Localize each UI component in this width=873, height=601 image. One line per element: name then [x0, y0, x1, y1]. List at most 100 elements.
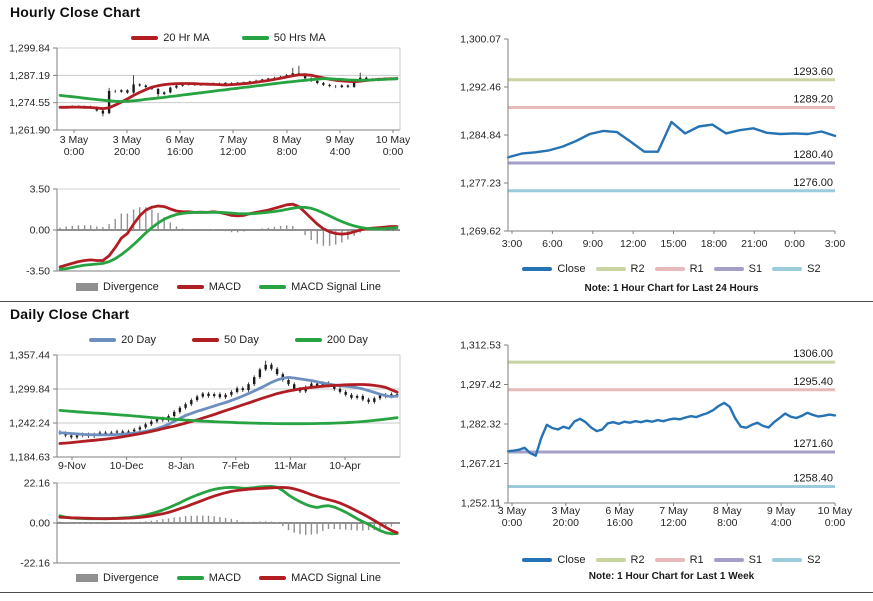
y-tick-label: 1,357.44 [9, 350, 50, 362]
r1-swatch [654, 267, 685, 271]
series-close [506, 401, 837, 457]
y-tick-label: 1,299.84 [9, 383, 50, 395]
x-tick-label: 0:00 [64, 146, 85, 158]
x-tick-label: 3 May [113, 134, 142, 146]
s2-label: S2 [807, 263, 821, 275]
close-label: Close [557, 263, 586, 275]
divergence-swatch [76, 574, 99, 582]
20-day-swatch [89, 338, 117, 342]
x-tick-label: 20:00 [553, 517, 579, 529]
y-tick-label: 1,242.24 [9, 417, 50, 429]
x-tick-label: 18:00 [701, 238, 727, 250]
x-tick-label: 8:00 [717, 517, 738, 529]
pivot-label-r2: 1306.00 [793, 348, 833, 360]
series-close [506, 120, 837, 159]
r1-label: R1 [689, 554, 704, 566]
daily-pivot-note: Note: 1 Hour Chart for Last 1 Week [588, 571, 755, 582]
r2-label: R2 [630, 554, 645, 566]
y-tick-label: 1,269.62 [460, 226, 501, 238]
series-50-day [58, 383, 399, 445]
series-macd [58, 202, 399, 269]
x-tick-label: 4:00 [771, 517, 792, 529]
legend-item-close: Close [522, 554, 586, 566]
x-tick-label: 16:00 [607, 517, 633, 529]
x-tick-label: 16:00 [167, 146, 193, 158]
legend-item-r2: R2 [595, 263, 645, 275]
y-tick-label: -3.50 [26, 266, 50, 278]
hourly-pivot-chart: 1293.60 1289.20 1280.40 1276.00 1,300.07 1,29… [460, 34, 846, 251]
candles [58, 360, 399, 440]
r1-swatch [654, 558, 685, 562]
s1-label: S1 [748, 554, 763, 566]
y-tick-label: 1,252.11 [461, 498, 501, 510]
x-tick-label: 6 May [166, 134, 195, 146]
y-tick-label: 1,184.63 [9, 452, 50, 464]
legend-item-r2: R2 [595, 554, 645, 566]
x-tick-label: 3 May [552, 505, 581, 517]
50-day-label: 50 Day [224, 334, 259, 346]
legend-item-200-day: 200 Day [294, 334, 368, 346]
legend-item-macd: MACD [176, 572, 241, 584]
x-tick-label: 6 May [605, 505, 634, 517]
y-tick-label: 1,274.55 [9, 97, 50, 109]
hourly-macd-chart: 3.50 0.00 -3.50 [26, 184, 400, 278]
y-tick-label: 0.00 [30, 225, 51, 237]
x-tick-label: 0:00 [383, 146, 404, 158]
macd-signal-line-swatch [259, 576, 287, 580]
x-tick-label: 12:00 [620, 238, 646, 250]
x-tick-label: 12:00 [220, 146, 246, 158]
x-tick-label: 9 May [326, 134, 355, 146]
legend-item-macd: MACD [176, 281, 241, 293]
daily-price-chart: 1,357.44 1,299.84 1,242.24 1,184.63 9-Nov 10-… [9, 350, 401, 472]
x-tick-label: 8:00 [277, 146, 298, 158]
y-tick-label: 1,299.84 [9, 43, 50, 55]
x-tick-label: 8 May [273, 134, 302, 146]
x-tick-label: 7-Feb [222, 460, 250, 472]
50-day-swatch [192, 338, 219, 342]
x-tick-label: 3:00 [825, 238, 846, 250]
y-tick-label: 3.50 [30, 184, 51, 196]
x-tick-label: 12:00 [660, 517, 686, 529]
hourly-price-legend: 20 Hr MA 50 Hrs MA [57, 31, 400, 45]
section-divider [0, 301, 873, 302]
s2-label: S2 [807, 554, 821, 566]
y-tick-label: 1,277.23 [460, 178, 501, 190]
x-tick-label: 8 May [713, 505, 742, 517]
legend-item-divergence: Divergence [76, 572, 159, 584]
divergence-bars [59, 515, 398, 535]
y-tick-label: 1,284.84 [460, 130, 501, 142]
legend-item-divergence: Divergence [76, 281, 159, 293]
x-tick-label: 10 May [818, 505, 853, 517]
s2-swatch [772, 558, 803, 562]
legend-item-50-day: 50 Day [192, 334, 259, 346]
s1-swatch [713, 558, 744, 562]
s1-swatch [713, 267, 744, 271]
series-macd [58, 484, 399, 536]
20-hr-ma-swatch [131, 36, 159, 40]
series-macd-signal-line [58, 205, 399, 271]
macd-signal-line-swatch [259, 285, 287, 289]
20-hr-ma-label: 20 Hr MA [163, 32, 210, 44]
50-hrs-ma-swatch [241, 36, 269, 40]
close-swatch [522, 558, 553, 562]
close-swatch [522, 267, 553, 271]
pivot-label-s1: 1280.40 [793, 149, 833, 161]
x-tick-label: 9:00 [583, 238, 604, 250]
x-tick-label: 3 May [498, 505, 527, 517]
macd-signal-line-label: MACD Signal Line [291, 572, 381, 584]
x-tick-label: 0:00 [825, 517, 846, 529]
y-tick-label: 1,287.19 [9, 70, 50, 82]
macd-swatch [176, 285, 204, 289]
x-tick-label: 10-Dec [110, 460, 144, 472]
pivot-label-r1: 1295.40 [793, 376, 833, 388]
legend-item-20-hr-ma: 20 Hr MA [131, 32, 210, 44]
50-hrs-ma-label: 50 Hrs MA [273, 32, 326, 44]
close-label: Close [557, 554, 586, 566]
x-tick-label: 0:00 [502, 517, 523, 529]
x-tick-label: 4:00 [330, 146, 351, 158]
daily-macd-chart: 22.16 0.00 -22.16 [20, 478, 400, 570]
x-tick-label: 0:00 [784, 238, 805, 250]
legend-item-s1: S1 [713, 554, 763, 566]
y-tick-label: 1,312.53 [460, 340, 501, 352]
y-tick-label: 1,292.46 [460, 81, 501, 93]
